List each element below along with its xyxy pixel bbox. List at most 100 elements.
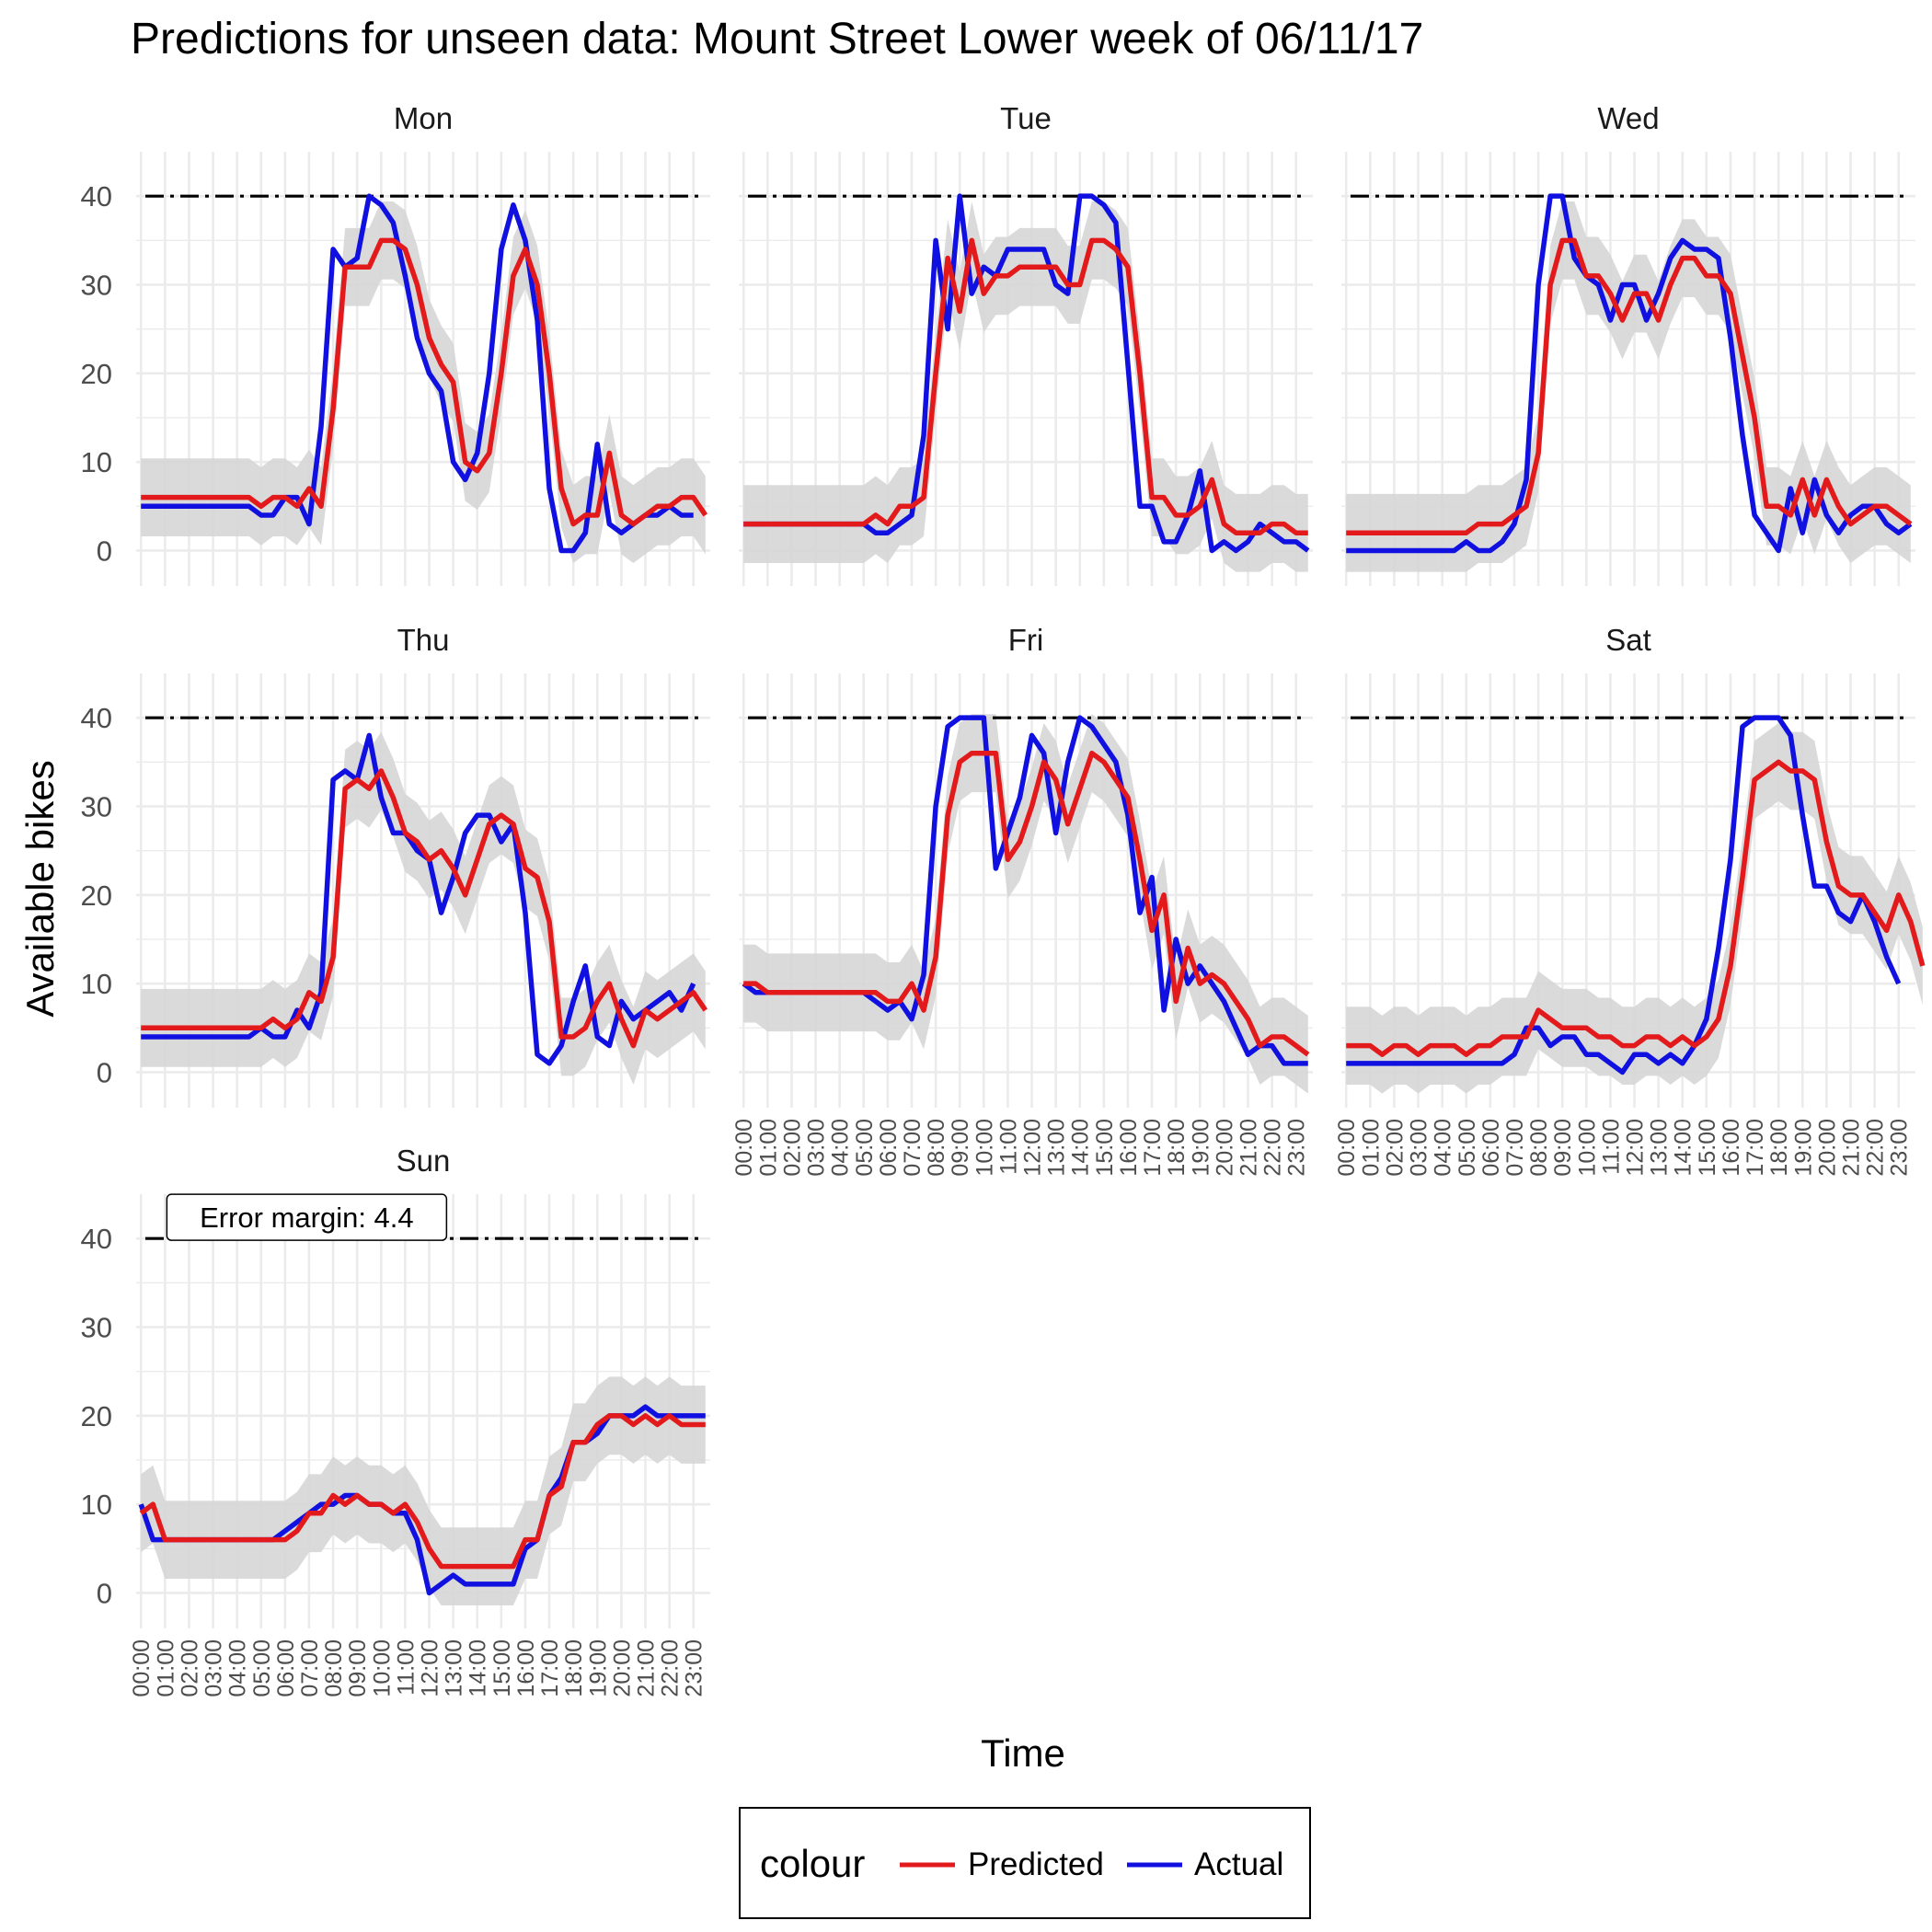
x-tick-label: 20:00 <box>1814 1119 1840 1177</box>
error-margin-annotation: Error margin: 4.4 <box>200 1202 414 1234</box>
x-tick-label: 12:00 <box>1020 1119 1046 1177</box>
x-tick-label: 03:00 <box>1407 1119 1432 1177</box>
x-tick-label: 20:00 <box>609 1639 635 1697</box>
facet-title: Tue <box>1000 101 1052 135</box>
x-tick-label: 19:00 <box>1188 1119 1213 1177</box>
x-tick-label: 17:00 <box>1742 1119 1768 1177</box>
x-tick-label: 21:00 <box>634 1639 660 1697</box>
x-tick-label: 04:00 <box>828 1119 854 1177</box>
x-tick-label: 06:00 <box>273 1639 299 1697</box>
x-tick-label: 00:00 <box>731 1119 757 1177</box>
x-tick-label: 03:00 <box>201 1639 227 1697</box>
series-actual-line <box>1346 193 1913 554</box>
error-band <box>141 201 706 563</box>
annotation-box <box>166 1193 448 1241</box>
x-tick-label: 09:00 <box>345 1639 371 1697</box>
error-band <box>141 1376 706 1605</box>
x-tick-label: 18:00 <box>1766 1119 1792 1177</box>
panel-tue: Tue <box>739 101 1313 586</box>
x-tick-label: 04:00 <box>1431 1119 1456 1177</box>
x-tick-label: 13:00 <box>1044 1119 1070 1177</box>
series-predicted-line <box>1346 237 1913 535</box>
x-tick-label: 23:00 <box>1887 1119 1913 1177</box>
x-tick-label: 14:00 <box>1068 1119 1094 1177</box>
facet-title: Wed <box>1597 101 1659 135</box>
x-tick-label: 01:00 <box>755 1119 781 1177</box>
y-tick-label: 40 <box>81 702 112 734</box>
x-tick-label: 14:00 <box>466 1639 491 1697</box>
x-tick-label: 01:00 <box>153 1639 178 1697</box>
series-actual-line <box>743 193 1310 554</box>
legend-box <box>739 1807 1311 1919</box>
x-tick-label: 11:00 <box>995 1119 1021 1175</box>
facet-title: Sun <box>397 1144 451 1178</box>
x-tick-label: 10:00 <box>972 1119 997 1177</box>
series-predicted-line <box>141 768 708 1049</box>
x-tick-label: 23:00 <box>1284 1119 1310 1177</box>
x-tick-label: 04:00 <box>225 1639 251 1697</box>
x-tick-label: 00:00 <box>1334 1119 1360 1177</box>
x-tick-label: 17:00 <box>537 1639 563 1697</box>
chart-title: Predictions for unseen data: Mount Stree… <box>131 15 1423 63</box>
x-tick-label: 08:00 <box>321 1639 347 1697</box>
x-tick-label: 11:00 <box>1598 1119 1624 1175</box>
x-tick-label: 19:00 <box>585 1639 611 1697</box>
x-tick-label: 10:00 <box>369 1639 395 1697</box>
y-tick-label: 0 <box>97 1577 112 1609</box>
x-tick-label: 16:00 <box>1719 1119 1744 1177</box>
x-tick-label: 15:00 <box>1092 1119 1118 1177</box>
series-predicted-line <box>141 237 708 527</box>
y-tick-label: 30 <box>81 269 112 301</box>
x-tick-label: 08:00 <box>924 1119 949 1177</box>
facet-title: Fri <box>1008 623 1043 657</box>
y-tick-label: 40 <box>81 180 112 213</box>
y-tick-label: 20 <box>81 1400 112 1432</box>
x-tick-label: 12:00 <box>418 1639 443 1697</box>
x-tick-label: 22:00 <box>1260 1119 1286 1177</box>
y-tick-label: 10 <box>81 968 112 1000</box>
x-tick-label: 03:00 <box>804 1119 830 1177</box>
panel-sun: Sun 0 10 20 30 40 00:0001:0002:0003:0004:0005:… <box>81 1144 710 1697</box>
x-tick-label: 21:00 <box>1839 1119 1865 1177</box>
x-tick-label: 15:00 <box>1695 1119 1720 1177</box>
y-tick-label: 20 <box>81 358 112 390</box>
series-actual-line <box>1346 715 1902 1075</box>
panel-fri: Fri 00:0001:0002:0003:0004:0005:0006:0007… <box>731 623 1313 1177</box>
x-tick-label: 18:00 <box>561 1639 587 1697</box>
x-tick-label: 12:00 <box>1623 1119 1649 1177</box>
series-predicted-line <box>139 1413 706 1570</box>
x-tick-label: 19:00 <box>1790 1119 1816 1177</box>
y-axis-label: Available bikes <box>18 760 62 1017</box>
facet-title: Thu <box>397 623 450 657</box>
facet-title: Mon <box>394 101 453 135</box>
x-tick-label: 14:00 <box>1671 1119 1696 1177</box>
x-tick-label: 09:00 <box>948 1119 973 1177</box>
x-tick-label: 07:00 <box>297 1639 323 1697</box>
series-actual-line <box>742 715 1308 1066</box>
x-tick-label: 02:00 <box>177 1639 202 1697</box>
y-tick-label: 20 <box>81 880 112 912</box>
error-band <box>1346 722 1923 1094</box>
x-tick-label: 18:00 <box>1164 1119 1190 1177</box>
legend: colour Predicted Actual <box>739 1807 1311 1919</box>
x-tick-label: 17:00 <box>1140 1119 1166 1177</box>
x-tick-label: 10:00 <box>1574 1119 1600 1177</box>
facet-title: Sat <box>1605 623 1651 657</box>
x-tick-label: 05:00 <box>1455 1119 1480 1177</box>
x-tick-label: 20:00 <box>1212 1119 1237 1177</box>
x-tick-label: 16:00 <box>1116 1119 1142 1177</box>
panel-thu: Thu 0 10 20 30 40 <box>81 623 710 1108</box>
legend-actual-label: Actual <box>1194 1846 1283 1882</box>
y-tick-label: 0 <box>97 535 112 567</box>
y-tick-label: 30 <box>81 790 112 822</box>
panel-mon: Mon 0 10 20 30 40 <box>81 101 710 586</box>
x-tick-label: 15:00 <box>489 1639 515 1697</box>
x-tick-label: 23:00 <box>682 1639 707 1697</box>
y-tick-label: 30 <box>81 1311 112 1343</box>
x-tick-label: 02:00 <box>779 1119 805 1177</box>
x-tick-label: 22:00 <box>658 1639 684 1697</box>
x-tick-label: 11:00 <box>393 1639 419 1696</box>
x-axis-label: Time <box>981 1731 1065 1775</box>
